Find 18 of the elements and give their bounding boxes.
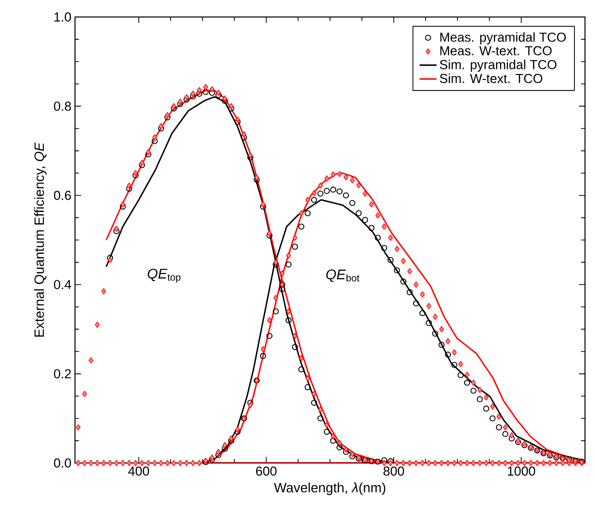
y-tick-label: 1.0 [54, 12, 71, 22]
y-tick-label: 0.6 [54, 190, 71, 200]
x-tick-label: 1000 [508, 466, 536, 476]
legend-label: Meas. W-text. TCO [440, 46, 552, 56]
legend-label: Meas. pyramidal TCO [440, 32, 566, 44]
annotation: QE$_{bot}$ [326, 269, 360, 282]
y-axis-title: External Quantum Efficiency, QE [34, 142, 47, 337]
x-tick-label: 800 [384, 466, 404, 476]
y-tick-label: 0.4 [54, 280, 72, 290]
y-tick-label: 0.0 [54, 458, 71, 468]
legend-label: Sim. pyramidal TCO [440, 60, 556, 72]
y-tick-label: 0.8 [54, 102, 71, 111]
x-tick-label: 400 [128, 466, 150, 476]
y-tick-label: 0.2 [54, 369, 71, 378]
x-tick-label: 600 [256, 466, 277, 476]
legend-label: Sim. W-text. TCO [440, 74, 542, 84]
annotation: QE$_{top}$ [148, 268, 181, 283]
x-axis-title: Wavelength, λ(nm) [274, 482, 386, 496]
